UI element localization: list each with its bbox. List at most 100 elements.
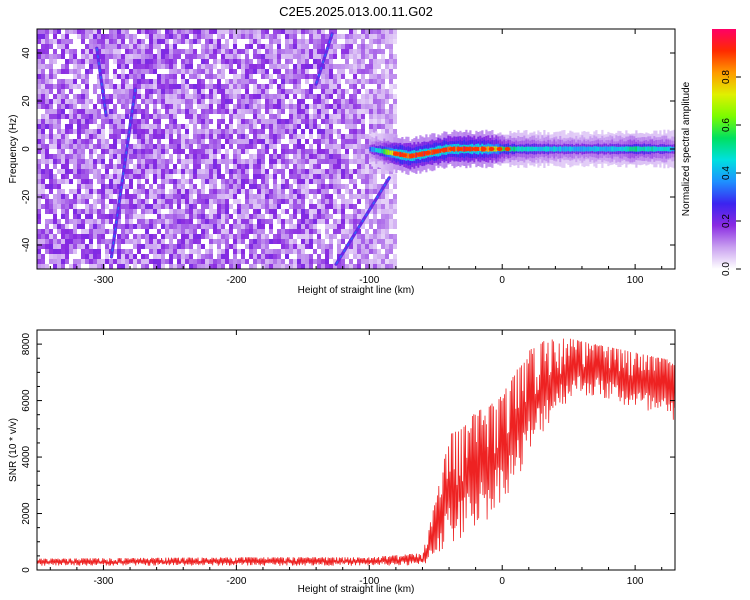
noise-cell [289, 194, 293, 199]
noise-cell [105, 44, 109, 49]
noise-cell [129, 239, 133, 244]
noise-cell [293, 94, 297, 99]
noise-cell [105, 84, 109, 89]
noise-cell [157, 134, 161, 139]
noise-cell [265, 264, 269, 269]
noise-cell [257, 219, 261, 224]
noise-cell [229, 49, 233, 54]
noise-cell [197, 214, 201, 219]
noise-cell [273, 124, 277, 129]
ridge-band [655, 146, 658, 152]
noise-cell [249, 139, 253, 144]
noise-cell [261, 89, 265, 94]
noise-cell [321, 199, 325, 204]
noise-cell [273, 254, 277, 259]
noise-cell [325, 264, 329, 269]
noise-cell [293, 229, 297, 234]
noise-cell [57, 154, 61, 159]
noise-cell [69, 89, 73, 94]
noise-cell [77, 164, 81, 169]
noise-cell [273, 129, 277, 134]
noise-cell [193, 249, 197, 254]
noise-cell [337, 99, 341, 104]
noise-cell [221, 234, 225, 239]
noise-cell [285, 209, 289, 214]
noise-cell [153, 109, 157, 114]
noise-cell [273, 54, 277, 59]
noise-cell [361, 134, 365, 139]
noise-cell [273, 134, 277, 139]
noise-cell [149, 259, 153, 264]
noise-cell [69, 189, 73, 194]
noise-cell [37, 84, 41, 89]
noise-cell [109, 34, 113, 39]
noise-cell [301, 169, 305, 174]
noise-cell [77, 169, 81, 174]
noise-cell [277, 194, 281, 199]
noise-cell [61, 34, 65, 39]
noise-cell [113, 49, 117, 54]
noise-cell [341, 119, 345, 124]
noise-cell [337, 219, 341, 224]
noise-cell [153, 54, 157, 59]
noise-cell [273, 94, 277, 99]
noise-cell [177, 219, 181, 224]
noise-cell [245, 194, 249, 199]
noise-cell [117, 239, 121, 244]
noise-cell [201, 254, 205, 259]
noise-cell [169, 99, 173, 104]
noise-cell [137, 29, 141, 34]
noise-cell [149, 134, 153, 139]
noise-cell [365, 44, 369, 49]
noise-cell [85, 214, 89, 219]
noise-cell [69, 219, 73, 224]
noise-cell [37, 39, 41, 44]
noise-cell [61, 209, 65, 214]
noise-cell [117, 219, 121, 224]
noise-cell [261, 184, 265, 189]
noise-cell [337, 129, 341, 134]
noise-cell [37, 74, 41, 79]
noise-cell [205, 54, 209, 59]
noise-cell [269, 199, 273, 204]
noise-cell [361, 239, 365, 244]
noise-cell [185, 209, 189, 214]
noise-cell [237, 229, 241, 234]
noise-cell [349, 219, 353, 224]
noise-cell [305, 184, 309, 189]
noise-cell [185, 139, 189, 144]
noise-cell [177, 249, 181, 254]
noise-cell [333, 159, 337, 164]
noise-cell [273, 164, 277, 169]
noise-cell [197, 64, 201, 69]
noise-cell [233, 194, 237, 199]
noise-cell [157, 74, 161, 79]
noise-cell [157, 174, 161, 179]
noise-cell [41, 179, 45, 184]
noise-cell [121, 84, 125, 89]
noise-cell [117, 94, 121, 99]
noise-cell [81, 239, 85, 244]
noise-cell [333, 149, 337, 154]
noise-cell [341, 69, 345, 74]
noise-cell [117, 34, 121, 39]
noise-cell [257, 99, 261, 104]
noise-cell [181, 174, 185, 179]
noise-cell [109, 124, 113, 129]
noise-cell [181, 259, 185, 264]
noise-cell [217, 134, 221, 139]
noise-cell [177, 259, 181, 264]
noise-cell [97, 49, 101, 54]
noise-cell [113, 174, 117, 179]
noise-cell [181, 134, 185, 139]
noise-cell [141, 94, 145, 99]
noise-cell [377, 79, 381, 84]
noise-cell [77, 74, 81, 79]
noise-cell [377, 169, 381, 174]
noise-cell [69, 139, 73, 144]
noise-cell [69, 29, 73, 34]
noise-cell [53, 184, 57, 189]
noise-cell [145, 244, 149, 249]
noise-cell [309, 114, 313, 119]
noise-cell [65, 144, 69, 149]
